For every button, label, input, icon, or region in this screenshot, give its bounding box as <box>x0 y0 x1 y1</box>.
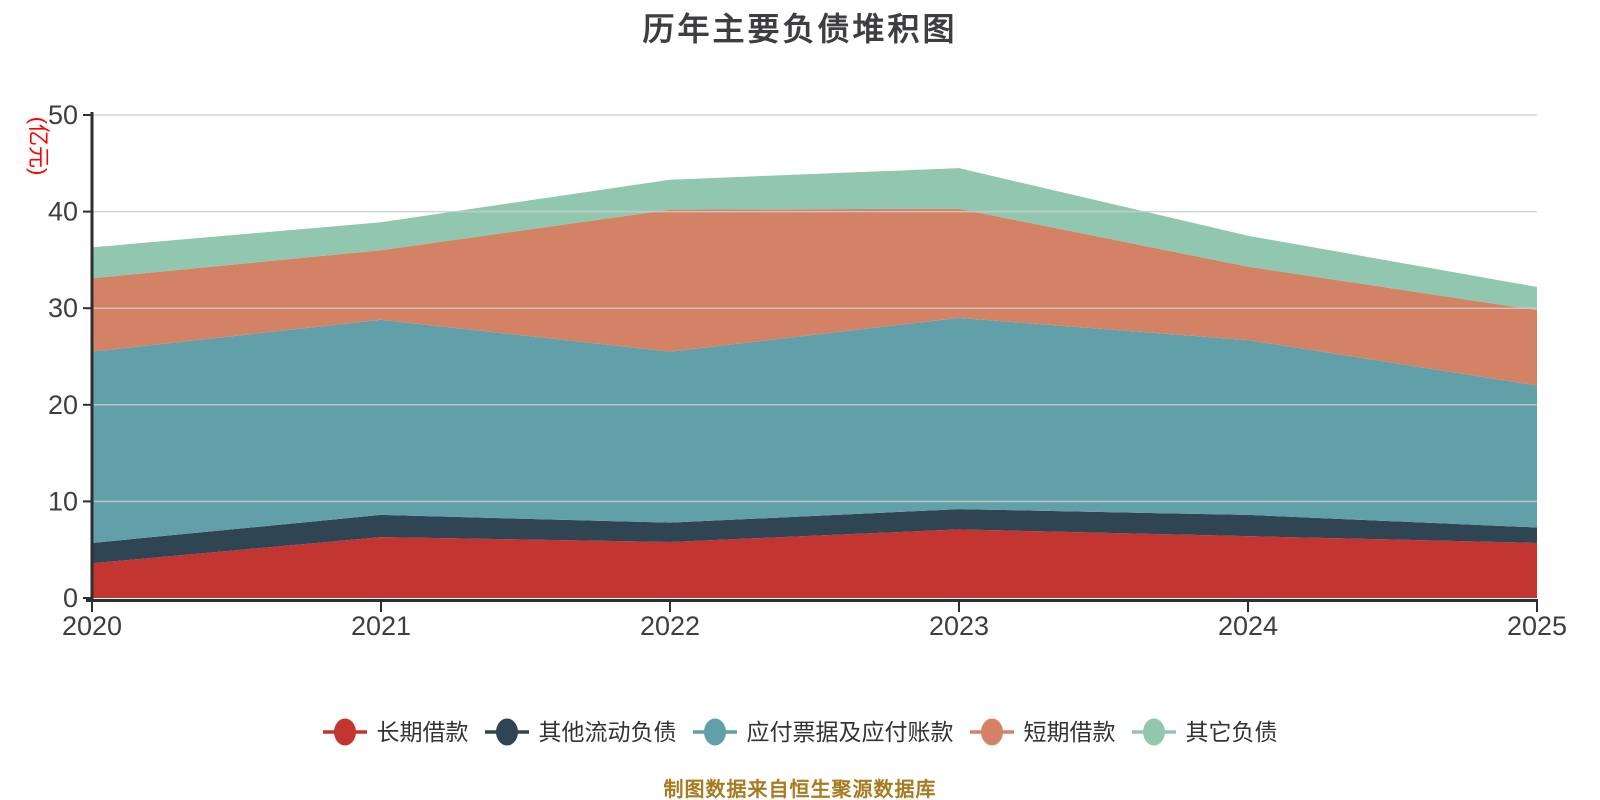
chart-title: 历年主要负债堆积图 <box>642 11 958 47</box>
y-tick-label-0: 0 <box>63 583 78 613</box>
x-tick-label-2022: 2022 <box>640 611 700 641</box>
x-tick-label-2025: 2025 <box>1507 611 1567 641</box>
legend-item-label: 长期借款 <box>376 718 469 745</box>
y-tick-label-10: 10 <box>48 486 78 516</box>
area-series-0[interactable] <box>92 529 1537 598</box>
legend-item-3[interactable]: 短期借款 <box>969 717 1116 747</box>
legend-marker-icon <box>969 718 1014 746</box>
legend-item-0[interactable]: 长期借款 <box>322 717 469 747</box>
y-axis-name: (亿元) <box>26 117 51 176</box>
data-source-note: 制图数据来自恒生聚源数据库 <box>663 779 937 800</box>
legend-marker-icon <box>484 718 529 746</box>
legend-item-label: 应付票据及应付账款 <box>746 718 954 745</box>
area-series-2[interactable] <box>92 317 1537 543</box>
area-series-1[interactable] <box>92 509 1537 564</box>
x-tick-label-2020: 2020 <box>62 611 122 641</box>
legend-item-label: 其他流动负债 <box>538 718 677 745</box>
x-tick-label-2023: 2023 <box>929 611 989 641</box>
legend-item-2[interactable]: 应付票据及应付账款 <box>692 717 954 747</box>
legend-item-label: 短期借款 <box>1023 718 1116 745</box>
legend-marker-icon <box>322 718 367 746</box>
y-tick-label-40: 40 <box>48 197 78 227</box>
area-series-3[interactable] <box>92 208 1537 386</box>
legend-marker-icon <box>1131 718 1176 746</box>
area-series-4[interactable] <box>92 168 1537 311</box>
y-tick-label-50: 50 <box>48 100 78 130</box>
x-tick-label-2024: 2024 <box>1218 611 1278 641</box>
legend-item-label: 其它负债 <box>1185 718 1278 745</box>
x-tick-label-2021: 2021 <box>351 611 411 641</box>
legend: 长期借款 其他流动负债 应付票据及应付账款 短期借款 其它负债 <box>0 712 1600 752</box>
legend-item-1[interactable]: 其他流动负债 <box>484 717 677 747</box>
y-tick-label-30: 30 <box>48 293 78 323</box>
legend-marker-icon <box>692 718 737 746</box>
y-tick-label-20: 20 <box>48 390 78 420</box>
legend-item-4[interactable]: 其它负债 <box>1131 717 1278 747</box>
